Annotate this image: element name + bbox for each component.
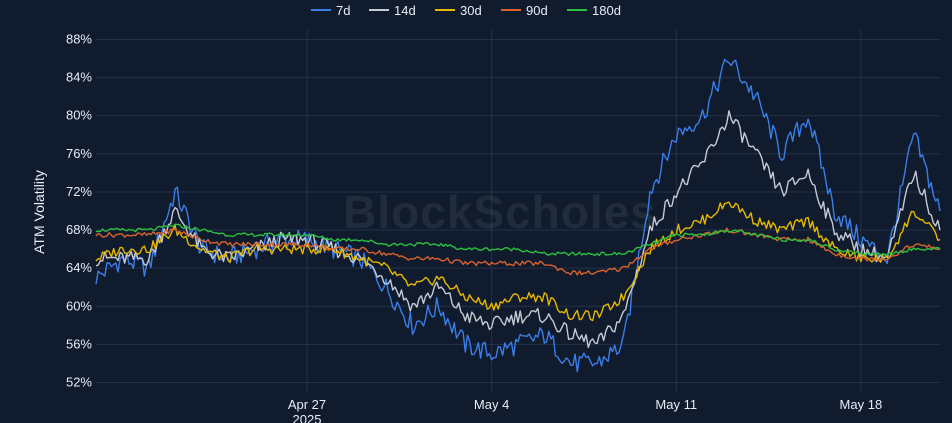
y-tick-label: 80% — [66, 108, 92, 123]
legend-item-7d[interactable]: 7d — [311, 3, 350, 18]
y-tick-label: 68% — [66, 222, 92, 237]
x-tick-label: Apr 27 — [288, 397, 326, 412]
watermark-logo: BlockScholes — [343, 186, 657, 238]
legend-label: 90d — [526, 3, 548, 18]
y-tick-label: 72% — [66, 184, 92, 199]
series-line-90d — [95, 227, 941, 276]
legend-label: 30d — [460, 3, 482, 18]
legend-label: 180d — [592, 3, 621, 18]
legend-item-30d[interactable]: 30d — [435, 3, 482, 18]
legend[interactable]: 7d 14d 30d 90d 180d — [311, 3, 621, 18]
series-line-14d — [95, 110, 941, 349]
legend-item-180d[interactable]: 180d — [567, 3, 621, 18]
series-line-30d — [95, 201, 941, 322]
y-axis-title: ATM Volatility — [31, 170, 47, 254]
x-tick-sublabel: 2025 — [293, 412, 322, 423]
grid — [96, 30, 940, 392]
y-tick-label: 56% — [66, 336, 92, 351]
x-tick-label: May 4 — [474, 397, 509, 412]
y-tick-label: 60% — [66, 298, 92, 313]
y-tick-label: 76% — [66, 146, 92, 161]
x-tick-label: May 11 — [655, 397, 697, 412]
legend-item-14d[interactable]: 14d — [369, 3, 416, 18]
legend-label: 14d — [394, 3, 416, 18]
y-tick-label: 88% — [66, 32, 92, 47]
series-line-180d — [95, 223, 941, 257]
y-axis-ticks: 52% 56% 60% 64% 68% 72% 76% 80% 84% 88% — [66, 32, 92, 390]
x-tick-label: May 18 — [840, 397, 883, 412]
y-tick-label: 84% — [66, 70, 92, 85]
legend-item-90d[interactable]: 90d — [501, 3, 548, 18]
series-lines — [95, 58, 941, 373]
y-tick-label: 64% — [66, 260, 92, 275]
legend-label: 7d — [336, 3, 350, 18]
series-line-7d — [95, 58, 941, 373]
y-tick-label: 52% — [66, 374, 92, 389]
